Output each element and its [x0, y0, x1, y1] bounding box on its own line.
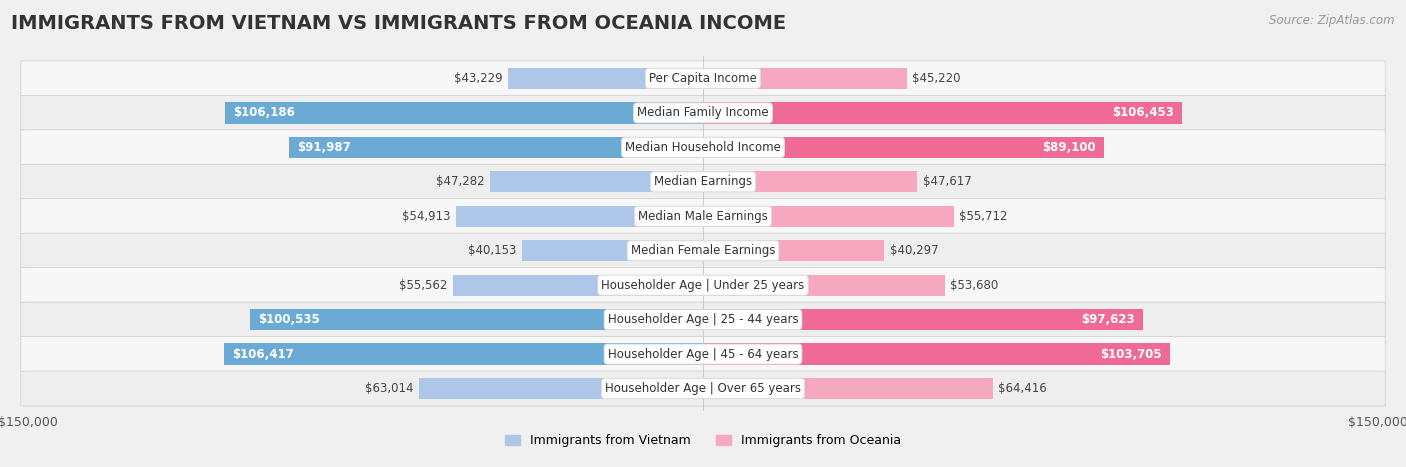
Bar — [509, 68, 703, 89]
Text: Per Capita Income: Per Capita Income — [650, 72, 756, 85]
Text: $100,535: $100,535 — [259, 313, 321, 326]
Text: $97,623: $97,623 — [1081, 313, 1135, 326]
Text: $40,153: $40,153 — [468, 244, 517, 257]
Bar — [703, 343, 1170, 365]
Text: $40,297: $40,297 — [890, 244, 938, 257]
Text: $43,229: $43,229 — [454, 72, 503, 85]
FancyBboxPatch shape — [21, 61, 1385, 96]
Bar — [703, 68, 907, 89]
Bar — [703, 171, 917, 192]
Text: Median Male Earnings: Median Male Earnings — [638, 210, 768, 223]
Bar — [522, 240, 703, 262]
Text: IMMIGRANTS FROM VIETNAM VS IMMIGRANTS FROM OCEANIA INCOME: IMMIGRANTS FROM VIETNAM VS IMMIGRANTS FR… — [11, 14, 786, 33]
Text: $55,562: $55,562 — [399, 279, 447, 292]
Bar — [703, 205, 953, 227]
Bar — [419, 378, 703, 399]
Bar — [703, 378, 993, 399]
Text: $54,913: $54,913 — [402, 210, 450, 223]
Text: $103,705: $103,705 — [1101, 347, 1161, 361]
Bar — [250, 309, 703, 330]
Bar — [288, 137, 703, 158]
Bar — [703, 240, 884, 262]
Text: Median Earnings: Median Earnings — [654, 175, 752, 188]
Text: Source: ZipAtlas.com: Source: ZipAtlas.com — [1270, 14, 1395, 27]
Bar — [225, 102, 703, 124]
Bar — [456, 205, 703, 227]
Text: Median Female Earnings: Median Female Earnings — [631, 244, 775, 257]
Bar — [703, 102, 1182, 124]
Bar — [703, 309, 1143, 330]
Text: $64,416: $64,416 — [998, 382, 1047, 395]
Text: $106,453: $106,453 — [1112, 106, 1174, 120]
Text: $63,014: $63,014 — [366, 382, 413, 395]
FancyBboxPatch shape — [21, 130, 1385, 165]
FancyBboxPatch shape — [21, 198, 1385, 234]
Bar — [703, 137, 1104, 158]
Text: $47,617: $47,617 — [922, 175, 972, 188]
Text: $55,712: $55,712 — [959, 210, 1008, 223]
Text: $89,100: $89,100 — [1042, 141, 1097, 154]
Text: Householder Age | 25 - 44 years: Householder Age | 25 - 44 years — [607, 313, 799, 326]
Text: Median Household Income: Median Household Income — [626, 141, 780, 154]
Text: $45,220: $45,220 — [912, 72, 960, 85]
Text: Median Family Income: Median Family Income — [637, 106, 769, 120]
FancyBboxPatch shape — [21, 233, 1385, 269]
Text: $91,987: $91,987 — [297, 141, 350, 154]
Text: Householder Age | 45 - 64 years: Householder Age | 45 - 64 years — [607, 347, 799, 361]
Bar — [703, 275, 945, 296]
Text: $47,282: $47,282 — [436, 175, 485, 188]
FancyBboxPatch shape — [21, 302, 1385, 337]
Bar — [224, 343, 703, 365]
FancyBboxPatch shape — [21, 95, 1385, 130]
Text: Householder Age | Over 65 years: Householder Age | Over 65 years — [605, 382, 801, 395]
Text: $53,680: $53,680 — [950, 279, 998, 292]
Text: $106,417: $106,417 — [232, 347, 294, 361]
Bar — [453, 275, 703, 296]
FancyBboxPatch shape — [21, 371, 1385, 406]
FancyBboxPatch shape — [21, 268, 1385, 303]
FancyBboxPatch shape — [21, 164, 1385, 199]
Text: Householder Age | Under 25 years: Householder Age | Under 25 years — [602, 279, 804, 292]
Legend: Immigrants from Vietnam, Immigrants from Oceania: Immigrants from Vietnam, Immigrants from… — [505, 434, 901, 447]
Text: $106,186: $106,186 — [233, 106, 295, 120]
FancyBboxPatch shape — [21, 337, 1385, 372]
Bar — [491, 171, 703, 192]
